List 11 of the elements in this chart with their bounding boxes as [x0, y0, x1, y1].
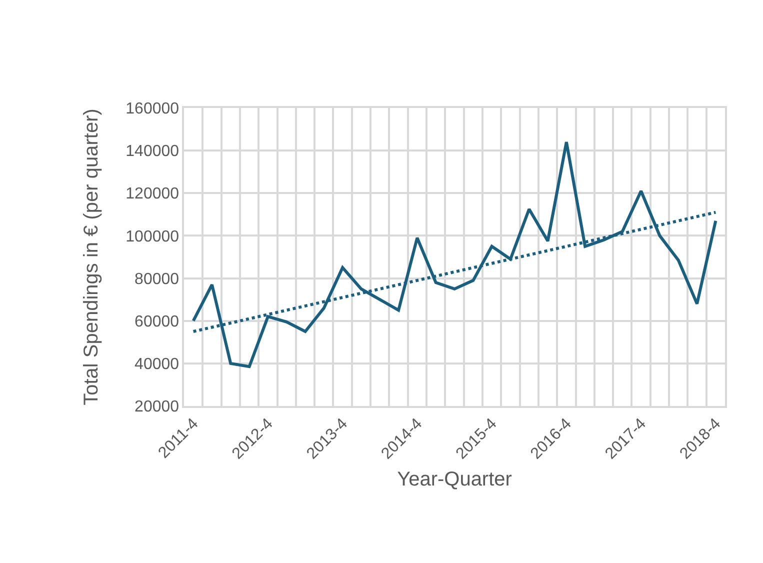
y-axis-title: Total Spendings in € (per quarter): [80, 108, 103, 406]
y-tick-label: 40000: [134, 356, 180, 374]
y-tick-label: 160000: [126, 100, 180, 118]
y-tick-label: 20000: [134, 398, 180, 416]
y-tick-label: 80000: [134, 270, 180, 288]
y-tick-label: 140000: [126, 143, 180, 160]
line-series: [192, 140, 718, 368]
y-tick-label: 60000: [134, 313, 180, 330]
x-axis-title: Year-Quarter: [397, 468, 512, 491]
y-tick-label: 100000: [126, 228, 180, 246]
y-tick-label: 120000: [126, 186, 180, 203]
